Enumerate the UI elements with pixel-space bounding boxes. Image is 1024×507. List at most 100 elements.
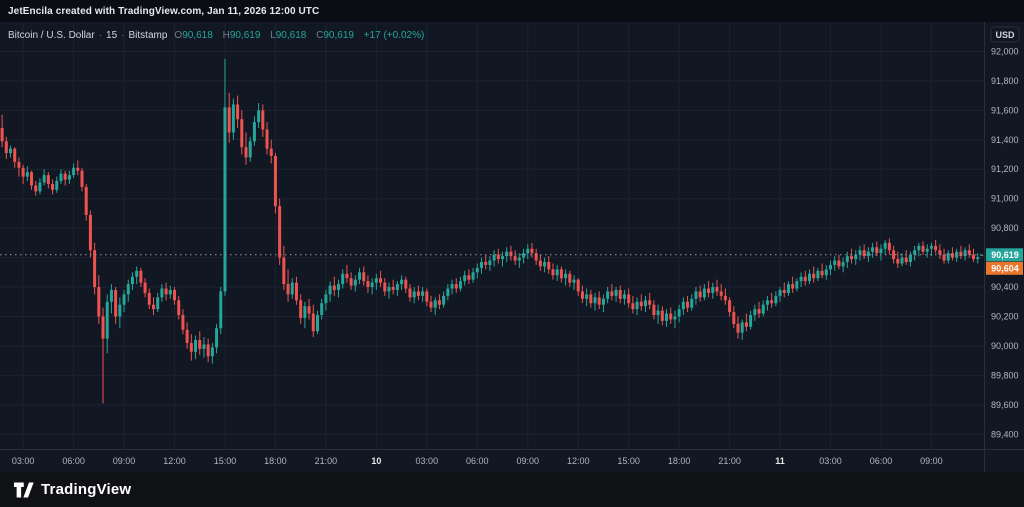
candle-body: [156, 297, 160, 310]
candle-body: [795, 281, 799, 289]
candle-body: [177, 300, 181, 316]
candle-body: [97, 287, 101, 317]
candle-body: [652, 304, 656, 316]
currency-label[interactable]: USD: [995, 30, 1015, 40]
ohlc-readout: O90,618 H90,619 L90,618 C90,619 +17 (+0.…: [167, 30, 424, 41]
candle-body: [223, 107, 227, 292]
tradingview-logo[interactable]: TradingView: [14, 481, 131, 499]
candle-body: [168, 289, 172, 295]
candle-body: [505, 251, 509, 257]
candle-body: [677, 309, 681, 317]
price-axis-label: 91,800: [991, 76, 1019, 86]
candle-body: [892, 250, 896, 260]
candle-body: [732, 312, 736, 324]
grid: [0, 22, 985, 449]
candle-body: [63, 173, 67, 180]
candle-body: [517, 257, 521, 261]
candle-body: [471, 272, 475, 280]
price-axis-label: 91,000: [991, 194, 1019, 204]
candle-body: [151, 304, 155, 310]
symbol-exchange[interactable]: Bitstamp: [128, 30, 168, 41]
time-scale[interactable]: 03:00 06:00 09:00 12:00 15:00 18:00 21:00 10 03:…: [0, 449, 1024, 467]
candle-body: [160, 288, 164, 298]
time-axis-label: 09:00: [516, 456, 539, 466]
candle-body: [606, 291, 610, 299]
candle-body: [660, 310, 664, 321]
time-axis-label: 21:00: [718, 456, 741, 466]
candle-body: [950, 253, 954, 258]
candle-body: [643, 300, 647, 307]
candle-body: [782, 289, 786, 293]
candle-body: [622, 294, 626, 299]
candle-body: [76, 167, 80, 171]
candle-body: [416, 291, 420, 296]
symbol-title[interactable]: Bitcoin / U.S. Dollar · 15 · Bitstamp: [8, 30, 167, 41]
candle-body: [429, 301, 433, 308]
footer-bar: TradingView: [0, 472, 1024, 507]
candle-body: [412, 291, 416, 298]
candle-body: [753, 309, 757, 316]
candle-body: [84, 186, 88, 215]
legend-separator: ·: [121, 30, 125, 41]
price-axis-label: 91,200: [991, 164, 1019, 174]
time-axis-label: 18:00: [264, 456, 287, 466]
symbol-interval[interactable]: 15: [106, 30, 118, 41]
candle-body: [315, 315, 319, 332]
candle-body: [278, 206, 282, 258]
candle-body: [702, 288, 706, 298]
candle-body: [648, 300, 652, 305]
candle-body: [635, 301, 639, 310]
candle-body: [744, 322, 748, 327]
candle-body: [501, 256, 505, 260]
candle-body: [858, 250, 862, 255]
candle-body: [433, 300, 437, 308]
candle-body: [294, 282, 298, 301]
candle-body: [21, 167, 25, 177]
tradingview-logo-icon: [14, 482, 34, 497]
candle-body: [538, 260, 542, 267]
candle-body: [135, 270, 139, 277]
time-axis-label: 09:00: [920, 456, 943, 466]
currency-toggle-box[interactable]: [990, 26, 1020, 43]
chart-canvas[interactable]: 89,400 89,600 89,800 90,000 90,200 90,400 90,6…: [0, 22, 1024, 472]
candle-body: [370, 282, 374, 288]
candle-body: [791, 284, 795, 289]
candle-body: [568, 273, 572, 283]
candle-body: [46, 175, 50, 184]
candle-body: [374, 278, 378, 283]
open-label: O: [174, 30, 183, 41]
candle-body: [206, 344, 210, 357]
candle-body: [379, 278, 383, 283]
time-axis-label: 12:00: [567, 456, 590, 466]
candle-body: [597, 297, 601, 305]
candle-body: [555, 269, 559, 276]
chart-area[interactable]: 89,400 89,600 89,800 90,000 90,200 90,400 90,6…: [0, 22, 1024, 472]
candle-body: [173, 289, 177, 301]
candle-body: [248, 141, 252, 158]
candle-body: [332, 285, 336, 290]
last-price-badge[interactable]: [986, 248, 1023, 262]
candle-body: [290, 282, 294, 295]
candle-body: [130, 276, 134, 285]
candle-body: [349, 278, 353, 286]
candle-body: [980, 254, 984, 256]
candle-body: [257, 110, 261, 123]
time-axis-label: 06:00: [466, 456, 489, 466]
candle-body: [572, 279, 576, 283]
candle-body: [665, 313, 669, 321]
candle-body: [904, 257, 908, 263]
candle-body: [669, 313, 673, 320]
candle-body: [358, 272, 362, 280]
candle-body: [749, 315, 753, 327]
candle-body: [240, 119, 244, 148]
candle-body: [337, 284, 341, 290]
candle-body: [908, 254, 912, 263]
candle-body: [488, 260, 492, 265]
secondary-price-badge[interactable]: [986, 261, 1023, 275]
candle-body: [900, 257, 904, 264]
symbol-name[interactable]: Bitcoin / U.S. Dollar: [8, 30, 95, 41]
price-axis-label: 90,400: [991, 282, 1019, 292]
candle-body: [934, 245, 938, 251]
price-scale[interactable]: 89,400 89,600 89,800 90,000 90,200 90,400 90,6…: [984, 22, 1024, 472]
chart-legend[interactable]: Bitcoin / U.S. Dollar · 15 · Bitstamp O90,61…: [8, 30, 424, 41]
